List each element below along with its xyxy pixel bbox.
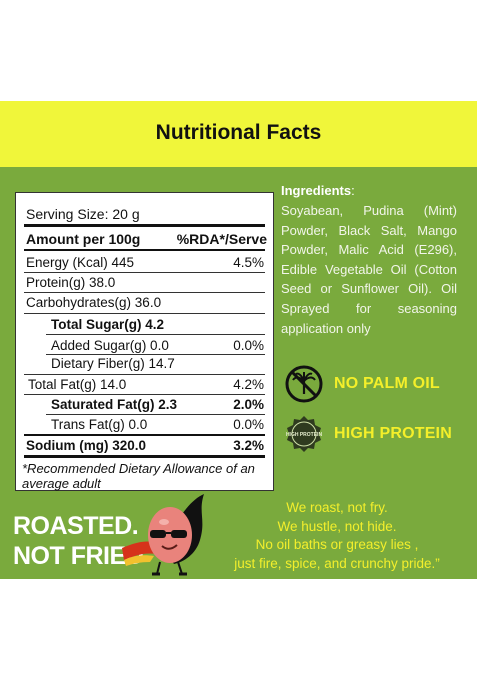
- ingredients-heading: Ingredients:: [281, 183, 355, 198]
- divider: [24, 313, 265, 314]
- poem-line: just fire, spice, and crunchy pride.”: [234, 555, 440, 571]
- header-band: [0, 101, 477, 167]
- brand-poem: We roast, not fry. We hustle, not hide. …: [205, 499, 469, 573]
- high-protein-seal-icon: HIGH PROTEIN: [286, 416, 323, 452]
- ingredients-colon: :: [351, 183, 355, 198]
- poem-line: We roast, not fry.: [286, 500, 388, 515]
- nutrient-label: Total Fat(g) 14.0: [28, 377, 127, 392]
- nutrient-rda: 2.0%: [233, 397, 264, 412]
- nutrient-label: Total Sugar(g) 4.2: [51, 317, 165, 332]
- nutrient-label: Added Sugar(g) 0.0: [51, 338, 169, 353]
- serving-size: Serving Size: 20 g: [26, 206, 140, 222]
- divider: [24, 394, 265, 395]
- nutrient-label: Saturated Fat(g) 2.3: [51, 397, 178, 412]
- nutrient-label: Protein(g) 38.0: [26, 275, 116, 290]
- nutrient-label: Sodium (mg) 320.0: [26, 438, 147, 453]
- nutrient-rda: 3.2%: [233, 438, 264, 453]
- divider: [24, 224, 265, 227]
- nutrient-rda: 0.0%: [233, 417, 264, 432]
- rda-header: %RDA*/Serve: [176, 231, 267, 247]
- seal-text: HIGH PROTEIN: [286, 432, 323, 438]
- page-title: Nutritional Facts: [155, 121, 322, 144]
- poem-line: No oil baths or greasy lies ,: [255, 537, 419, 552]
- nutrient-rda: 4.5%: [233, 255, 264, 270]
- nutrient-label: Trans Fat(g) 0.0: [51, 417, 148, 432]
- nutrient-rda: 0.0%: [233, 338, 264, 353]
- divider: [46, 354, 265, 355]
- nutrient-label: Energy (Kcal) 445: [26, 255, 135, 270]
- nutrient-label: Dietary Fiber(g) 14.7: [51, 356, 175, 371]
- divider: [24, 455, 265, 458]
- ingredients-heading-text: Ingredients: [281, 183, 352, 198]
- divider: [24, 292, 265, 293]
- roasted-slogan: ROASTED. NOT FRIED: [13, 511, 144, 571]
- slogan-line: ROASTED.: [13, 512, 139, 540]
- high-protein-label: HIGH PROTEIN: [334, 425, 452, 442]
- divider: [24, 374, 265, 375]
- soybean-mascot-illustration: [122, 494, 204, 576]
- divider: [24, 434, 265, 436]
- slogan-line: NOT FRIED: [13, 542, 144, 570]
- rda-footnote: *Recommended Dietary Allowance of an ave…: [22, 461, 255, 491]
- divider: [24, 249, 265, 251]
- amount-header: Amount per 100g: [26, 231, 141, 247]
- divider: [46, 414, 265, 415]
- no-palm-oil-label: NO PALM OIL: [334, 375, 440, 392]
- nutrient-rda: 4.2%: [233, 377, 264, 392]
- no-palm-oil-icon: [285, 365, 323, 403]
- nutrient-label: Carbohydrates(g) 36.0: [26, 295, 162, 310]
- poem-line: We hustle, not hide.: [277, 518, 397, 534]
- ingredients-text: Soyabean, Pudina (Mint) Powder, Black Sa…: [281, 203, 457, 336]
- divider: [24, 272, 265, 273]
- divider: [46, 334, 265, 335]
- nutrition-facts-label: Serving Size: 20 g Amount per 100g %RDA*…: [15, 192, 274, 491]
